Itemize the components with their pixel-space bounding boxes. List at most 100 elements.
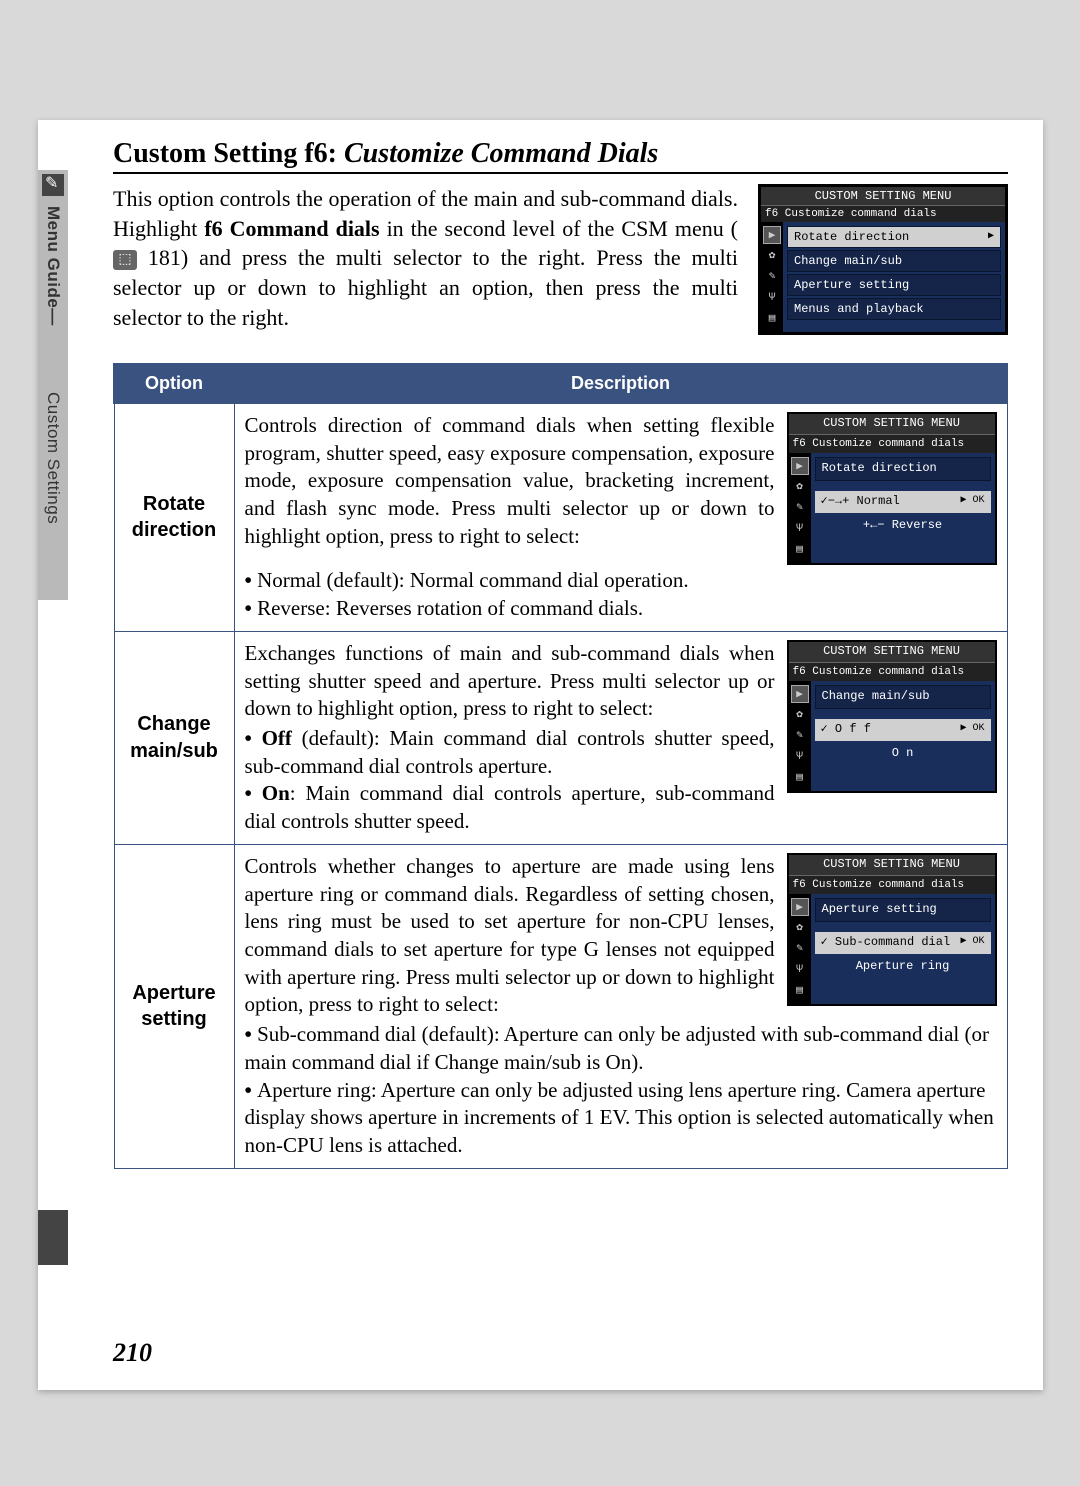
bullet-bold: Normal [257, 568, 321, 592]
intro-section: This option controls the operation of th… [113, 184, 1008, 335]
intro-part-d: 181) and press the multi selector to the… [113, 245, 738, 329]
cam-option: +←− Reverse [815, 515, 991, 537]
pencil-icon: ✎ [763, 268, 781, 286]
cam-options-panel: Rotate direction ✓−→+ Normal▶ OK +←− Rev… [811, 453, 995, 563]
table-row: Aperture setting Controls whether change… [114, 844, 1007, 1168]
option-name: Aperture setting [114, 844, 234, 1168]
thumb-tab-marker [38, 1210, 68, 1265]
list-item: Reverse: Reverses rotation of command di… [245, 595, 997, 623]
desc-text: Controls whether changes to aperture are… [245, 854, 775, 1017]
option-name: Change main/sub [114, 631, 234, 844]
intro-bold: f6 Command dials [204, 216, 379, 241]
cam-options-panel: Rotate direction ▶ Change main/sub Apert… [783, 222, 1005, 332]
side-tab: Menu Guide— Custom Settings [38, 170, 68, 600]
cam-options-panel: Change main/sub ✓ O f f▶ OK O n [811, 681, 995, 791]
ok-indicator: ▶ OK [960, 935, 984, 951]
col-description: Description [234, 364, 1007, 403]
page-ref-icon: ⬚ [113, 250, 137, 270]
option-description: Exchanges functions of main and sub-comm… [234, 631, 1007, 844]
cam-option-label: ✓ Sub-command dial [821, 935, 951, 951]
play-icon: ▶ [791, 898, 809, 916]
list-item: Off (default): Main command dial control… [245, 725, 775, 780]
list-item: Normal (default): Normal command dial op… [245, 567, 997, 595]
table-header-row: Option Description [114, 364, 1007, 403]
cam-section-title: Aperture setting [815, 898, 991, 922]
tuning-fork-icon: Ψ [763, 289, 781, 307]
cam-icon-rail: ▶ ✿ ✎ Ψ ▤ [789, 681, 811, 791]
card-icon: ▤ [791, 541, 809, 559]
title-prefix: Custom Setting f6: [113, 138, 344, 169]
bullet-list: Off (default): Main command dial control… [245, 725, 775, 836]
option-description: Controls whether changes to aperture are… [234, 844, 1007, 1168]
page-number: 210 [113, 1338, 152, 1368]
bullet-bold: On [262, 781, 290, 805]
tuning-fork-icon: Ψ [791, 520, 809, 538]
table-row: Change main/sub Exchanges functions of m… [114, 631, 1007, 844]
camera-menu-main: CUSTOM SETTING MENU f6 Customize command… [758, 184, 1008, 335]
camera-icon: ✿ [791, 919, 809, 937]
card-icon: ▤ [763, 310, 781, 328]
cam-item-selected: Rotate direction ▶ [787, 226, 1001, 248]
play-icon: ▶ [763, 226, 781, 244]
pencil-icon: ✎ [791, 727, 809, 745]
option-name-text: Aperture setting [132, 982, 215, 1030]
cam-title: CUSTOM SETTING MENU [789, 642, 995, 663]
bullet-rest: : Main command dial controls aperture, s… [245, 781, 775, 833]
camera-icon: ✿ [763, 247, 781, 265]
play-icon: ▶ [791, 457, 809, 475]
bullet-rest: : Reverses rotation of command dials. [325, 596, 643, 620]
cam-subtitle: f6 Customize command dials [789, 876, 995, 895]
cam-subtitle: f6 Customize command dials [761, 206, 1005, 222]
bullet-bold: Aperture ring [257, 1078, 371, 1102]
col-option: Option [114, 364, 234, 403]
cam-item-label: Rotate direction [794, 230, 909, 244]
cam-title: CUSTOM SETTING MENU [789, 855, 995, 876]
bullet-list: Sub-command dial (default): Aperture can… [245, 1021, 997, 1160]
card-icon: ▤ [791, 982, 809, 1000]
pencil-icon: ✎ [791, 940, 809, 958]
cam-item: Menus and playback [787, 298, 1001, 320]
cam-option-label: ✓ O f f [821, 722, 871, 738]
option-name-text: Rotate direction [132, 493, 216, 541]
bullet-rest: is [581, 1050, 606, 1074]
cam-section-title: Rotate direction [815, 457, 991, 481]
desc-text: Controls direction of command dials when… [245, 413, 775, 548]
cam-title: CUSTOM SETTING MENU [761, 187, 1005, 206]
cam-option-selected: ✓ O f f▶ OK [815, 719, 991, 741]
manual-page: Menu Guide— Custom Settings Custom Setti… [38, 120, 1043, 1390]
desc-text: Exchanges functions of main and sub-comm… [245, 641, 775, 720]
cam-option-selected: ✓ Sub-command dial ▶ OK [815, 932, 991, 954]
cam-option-label: ✓−→+ Normal [821, 494, 900, 510]
intro-part-c: in the second level of the CSM menu ( [380, 216, 738, 241]
cam-option: Aperture ring [815, 956, 991, 978]
camera-menu-aperture: CUSTOM SETTING MENU f6 Customize command… [787, 853, 997, 1006]
options-table: Option Description Rotate direction Cont… [113, 363, 1008, 1169]
cam-item: Change main/sub [787, 250, 1001, 272]
cam-options-panel: Aperture setting ✓ Sub-command dial▶ OK … [811, 894, 995, 1004]
bullet-bold: Reverse [257, 596, 325, 620]
intro-text: This option controls the operation of th… [113, 184, 738, 335]
side-label-custom-settings: Custom Settings [43, 392, 63, 524]
option-description: Controls direction of command dials when… [234, 403, 1007, 631]
side-label-menu-guide: Menu Guide— [43, 206, 63, 326]
bullet-rest: (default): Main command dial controls sh… [245, 726, 775, 778]
cam-section-title: Change main/sub [815, 685, 991, 709]
bullet-bold: On [606, 1050, 632, 1074]
page-title: Custom Setting f6: Customize Command Dia… [113, 138, 1008, 170]
bullet-rest: (default): Normal command dial operation… [321, 568, 688, 592]
cam-subtitle: f6 Customize command dials [789, 663, 995, 682]
cam-title: CUSTOM SETTING MENU [789, 414, 995, 435]
bullet-bold: Change main/sub [435, 1050, 581, 1074]
cam-subtitle: f6 Customize command dials [789, 435, 995, 454]
camera-icon: ✿ [791, 478, 809, 496]
option-name-text: Change main/sub [130, 713, 218, 761]
camera-icon: ✿ [791, 706, 809, 724]
cam-icon-rail: ▶ ✿ ✎ Ψ ▤ [789, 453, 811, 563]
option-name: Rotate direction [114, 403, 234, 631]
bullet-rest: ). [631, 1050, 643, 1074]
cam-option: O n [815, 743, 991, 765]
list-item: Aperture ring: Aperture can only be adju… [245, 1077, 997, 1160]
list-item: Sub-command dial (default): Aperture can… [245, 1021, 997, 1076]
camera-menu-mainsub: CUSTOM SETTING MENU f6 Customize command… [787, 640, 997, 793]
cam-item: Aperture setting [787, 274, 1001, 296]
